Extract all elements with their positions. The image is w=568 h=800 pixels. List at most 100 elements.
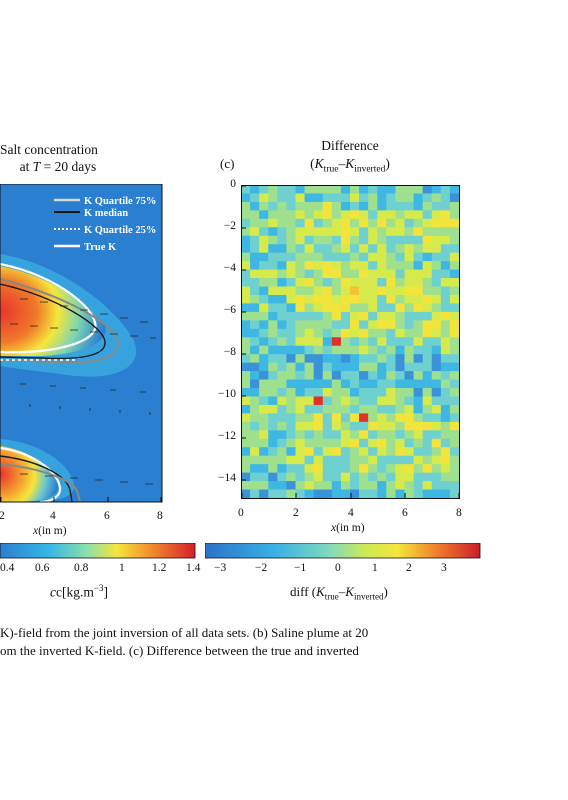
heatmap-cell (277, 303, 287, 313)
heatmap-cell (359, 481, 369, 490)
heatmap-cell (331, 396, 342, 406)
heatmap-cell (368, 345, 378, 355)
heatmap-cell (368, 193, 378, 203)
panel-b-contour-true-k-lower (0, 446, 62, 504)
heatmap-cell (268, 320, 278, 330)
heatmap-cell (241, 354, 251, 364)
heatmap-cell (377, 464, 387, 474)
heatmap-cell (268, 337, 278, 347)
panel-c-x-ticks (241, 493, 460, 498)
heatmap-cell (241, 379, 251, 389)
heatmap-cell (250, 421, 260, 431)
legend-label-true-k: True K (84, 242, 117, 253)
heatmap-cell (268, 193, 278, 203)
heatmap-cell (350, 455, 360, 465)
heatmap-cell (286, 438, 296, 448)
heatmap-cell (259, 311, 269, 321)
heatmap-cell (286, 193, 296, 203)
heatmap-cell (331, 201, 342, 211)
heatmap-cell (295, 303, 305, 313)
panel-b-cbtick-0.6: 0.6 (35, 562, 50, 574)
heatmap-cell (286, 481, 296, 490)
heatmap-cell (395, 472, 405, 482)
heatmap-cell (331, 388, 342, 397)
panel-b-title-line1: Salt concentration (0, 142, 98, 157)
heatmap-cell (386, 337, 396, 347)
heatmap-cell (395, 311, 405, 321)
heatmap-cell (277, 252, 287, 262)
heatmap-cell (331, 379, 342, 389)
heatmap-cell (359, 218, 369, 228)
heatmap-cell (431, 396, 442, 406)
heatmap-cell (377, 269, 387, 279)
heatmap-cell (340, 337, 351, 347)
heatmap-cell (331, 455, 342, 465)
heatmap-cell (295, 311, 305, 321)
caption-line2: om the inverted K-field. (c) Difference … (0, 643, 359, 658)
heatmap-cell (304, 345, 315, 355)
heatmap-cell (440, 185, 451, 194)
heatmap-cell (386, 193, 396, 203)
panel-b-contour-q75-lower (0, 463, 81, 503)
heatmap-cell (322, 438, 333, 448)
heatmap-cell (350, 379, 360, 389)
heatmap-cell (422, 210, 433, 220)
heatmap-cell (386, 294, 396, 304)
heatmap-cell (277, 269, 287, 279)
heatmap-cell (277, 354, 287, 364)
panel-b-cbtick-0.8: 0.8 (74, 562, 89, 574)
heatmap-cell (431, 244, 442, 254)
heatmap-cell (440, 294, 451, 304)
heatmap-cell (340, 455, 351, 465)
heatmap-cell (259, 328, 269, 338)
heatmap-cell (340, 413, 351, 423)
heatmap-cell (422, 235, 433, 245)
heatmap-cell (331, 227, 342, 237)
heatmap-cell (295, 328, 305, 338)
heatmap-cell (304, 489, 315, 499)
heatmap-cell (277, 404, 287, 414)
heatmap-cell (277, 193, 287, 203)
heatmap-cell (440, 455, 451, 465)
heatmap-cell (449, 235, 460, 245)
heatmap-cell (304, 328, 315, 338)
heatmap-cell (431, 311, 442, 321)
heatmap-cell (295, 354, 305, 364)
heatmap-cell (304, 244, 315, 254)
heatmap-cell (322, 278, 333, 287)
heatmap-cell (304, 371, 315, 380)
heatmap-cell (386, 320, 396, 330)
heatmap-cell (431, 421, 442, 431)
heatmap-cell (359, 294, 369, 304)
heatmap-cell (295, 278, 305, 287)
heatmap-cell (413, 227, 424, 237)
heatmap-cell (449, 464, 460, 474)
heatmap-cell (313, 371, 324, 380)
heatmap-cell (295, 261, 305, 270)
heatmap-cell (377, 430, 387, 440)
heatmap-cell (250, 294, 260, 304)
heatmap-cell (295, 244, 305, 254)
heatmap-cell (259, 421, 269, 431)
heatmap-cell (449, 227, 460, 237)
heatmap-cell (295, 472, 305, 482)
heatmap-cell (350, 413, 360, 423)
heatmap-cell (322, 218, 333, 228)
heatmap-cell (359, 227, 369, 237)
heatmap-cell (440, 481, 451, 490)
heatmap-cell (368, 396, 378, 406)
panel-b-xlabel: x(in m) (33, 525, 67, 537)
heatmap-cell (395, 447, 405, 457)
heatmap-cell (431, 413, 442, 423)
heatmap-cell (268, 244, 278, 254)
heatmap-cell (395, 261, 405, 270)
heatmap-cell (304, 227, 315, 237)
heatmap-cell (331, 371, 342, 380)
heatmap-cell (359, 421, 369, 431)
heatmap-cell (268, 481, 278, 490)
heatmap-cell (440, 320, 451, 330)
heatmap-cell (268, 286, 278, 296)
panel-b-cbtick-1.4: 1.4 (186, 562, 201, 574)
heatmap-cell (440, 252, 451, 262)
heatmap-cell (413, 354, 424, 364)
